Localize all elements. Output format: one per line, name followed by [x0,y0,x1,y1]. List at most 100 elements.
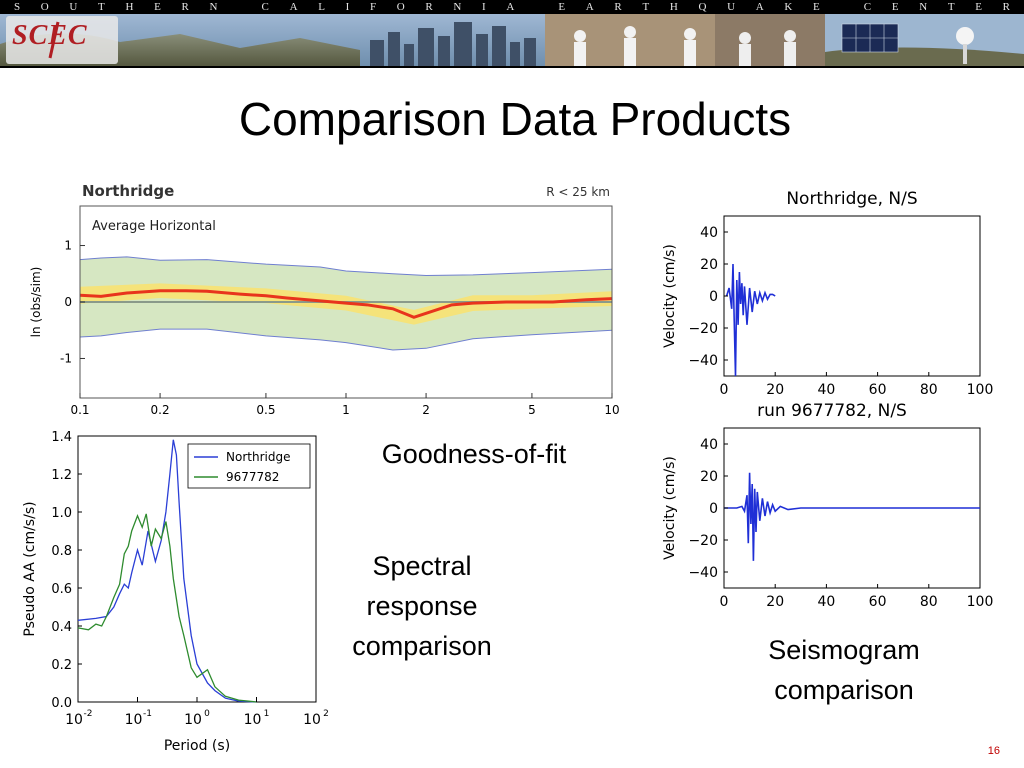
y-tick-label: −40 [688,565,718,581]
x-tick-exponent: -2 [84,709,93,719]
banner-letter: T [98,0,105,13]
y-tick-label: 0 [709,289,718,305]
banner-letter: A [755,0,764,13]
banner-letter: E [891,0,899,13]
x-tick-label: 1 [342,403,350,417]
x-tick-label: 10 [184,712,202,728]
x-tick-label: 60 [869,594,887,610]
y-tick-label: 0.2 [51,658,72,673]
x-tick-exponent: -1 [143,709,152,719]
chart-annotation: Average Horizontal [92,219,216,234]
y-tick-label: 0.6 [51,582,72,597]
banner-letter: R [614,0,622,13]
banner-letter: A [585,0,594,13]
x-tick-label: 40 [817,594,835,610]
x-tick-label: 10 [244,712,262,728]
y-tick-label: 1 [64,239,72,253]
banner-letter: L [318,0,325,13]
banner-letter: O [40,0,49,13]
x-tick-label: 100 [967,594,994,610]
x-tick-label: 5 [528,403,536,417]
caption-line: Seismogram [768,635,920,665]
y-tick-label: −20 [688,533,718,549]
banner-letter: N [209,0,218,13]
spectral-response-chart: 0.00.20.40.60.81.01.21.410 -2 10 -1 10 0 10 1 10… [22,430,329,754]
y-axis-label: Velocity (cm/s) [662,244,678,348]
banner-letter: S [14,0,21,13]
banner-letter: O [396,0,405,13]
velocity-trace [725,263,776,377]
x-tick-label: 0 [720,594,729,610]
banner-letter: A [506,0,515,13]
caption-line: Spectral [372,551,472,581]
x-tick-label: 2 [422,403,430,417]
banner-letter: E [812,0,820,13]
header-photo-strip [0,14,1024,66]
legend-label: Northridge [226,450,290,464]
x-tick-label: 20 [766,594,784,610]
chart-title: Northridge [82,182,174,200]
banner-letter: F [369,0,377,13]
y-tick-label: −20 [688,321,718,337]
y-axis-label: Pseudo AA (cm/s/s) [22,501,38,636]
banner-letter: I [345,0,350,13]
banner-letter: A [289,0,298,13]
y-tick-label: 0.8 [51,544,72,559]
caption-line: comparison [774,675,914,705]
banner-letter: U [727,0,736,13]
x-tick-label: 10 [125,712,143,728]
banner-letter [535,1,538,13]
caption-seismogram: Seismogram comparison [724,630,964,710]
banner-letter [238,1,241,13]
y-tick-label: 40 [700,225,718,241]
y-tick-label: 1.0 [51,506,72,521]
banner-letter: N [453,0,462,13]
x-tick-label: 100 [967,382,994,398]
y-tick-label: 0.4 [51,620,72,635]
y-tick-label: 40 [700,437,718,453]
y-tick-label: 0 [64,295,72,309]
banner-letter: U [69,0,78,13]
banner-letter: H [669,0,678,13]
y-tick-label: 20 [700,257,718,273]
banner-letter: E [558,0,566,13]
banner-letter [840,1,843,13]
scec-logo-text: SCEC [12,20,88,51]
banner-letter: T [642,0,650,13]
y-tick-label: 1.2 [51,468,72,483]
x-tick-label: 60 [869,382,887,398]
y-tick-label: 0.0 [51,696,72,711]
sd-band-edge [79,256,613,276]
banner-letter: R [181,0,189,13]
y-tick-label: −40 [688,353,718,369]
banner-letter: T [947,0,955,13]
chart-title: run 9677782, N/S [757,401,907,421]
banner-letter: R [1002,0,1010,13]
y-axis-label: ln (obs/sim) [29,267,43,338]
y-tick-label: 0 [709,501,718,517]
x-tick-label: 10 [303,712,321,728]
x-tick-label: 80 [920,382,938,398]
chart-title: Northridge, N/S [786,189,917,209]
banner-letter: H [125,0,134,13]
legend-label: 9677782 [226,470,279,484]
mean-bias-line [79,289,613,319]
x-tick-exponent: 2 [323,709,329,719]
sd-band-edge [79,328,613,351]
velocity-trace [724,472,980,561]
x-axis-label: Period (s) [164,738,230,754]
series-line-1 [77,513,257,703]
banner-letter: E [975,0,982,13]
x-tick-label: 0.2 [151,403,170,417]
y-tick-label: 20 [700,469,718,485]
x-tick-label: 80 [920,594,938,610]
x-tick-label: 10 [604,403,619,417]
caption-spectral-response: Spectral response comparison [322,546,522,666]
y-tick-label: -1 [60,351,72,365]
y-tick-label: 1.4 [51,430,72,445]
x-tick-label: 40 [817,382,835,398]
goodness-of-fit-chart: 0.1 0.2 0.5 1 2 5 10 -1 0 1 Northridge R < 25 km Ave… [29,182,620,417]
